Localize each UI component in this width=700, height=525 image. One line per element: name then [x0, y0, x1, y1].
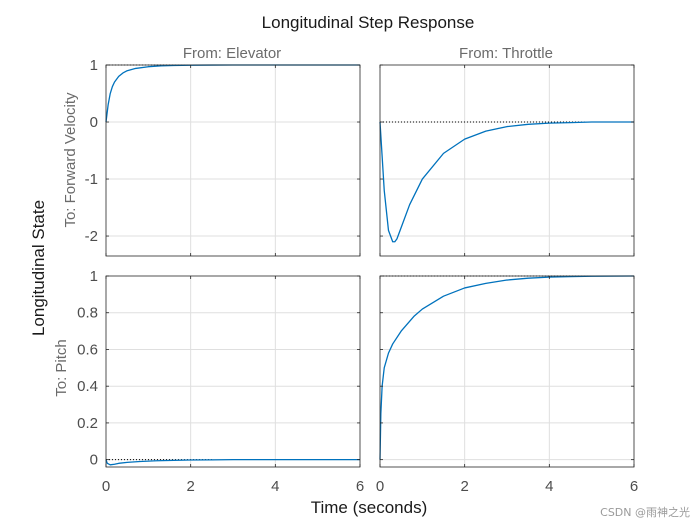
y-tick-label: -2	[85, 228, 98, 245]
watermark: CSDN @雨神之光	[600, 505, 690, 519]
y-tick-label: 0.4	[77, 378, 98, 395]
subplot-panel-2: 0 2 4 6 1 0.8 0.6 0.4 0.2 0	[77, 268, 364, 495]
x-tick-label: 2	[460, 478, 468, 495]
x-tick-label: 0	[376, 478, 384, 495]
x-tick-label: 6	[630, 478, 638, 495]
chart-title: Longitudinal Step Response	[262, 13, 475, 32]
y-tick-label: 0.8	[77, 305, 98, 322]
panel-background	[106, 276, 360, 467]
response-curve	[379, 121, 634, 243]
subplot-grid: 10-1-20 2 4 610.80.60.40.200 2 4 6	[77, 57, 638, 495]
panel-background	[380, 65, 634, 256]
panel-frame	[105, 275, 361, 468]
y-tick-label: 1	[90, 268, 98, 285]
subplot-panel-1	[379, 64, 635, 257]
subplot-panel-3: 0 2 4 6	[376, 275, 638, 495]
x-tick-label: 0	[102, 478, 110, 495]
x-axis-label: Time (seconds)	[311, 498, 428, 517]
y-tick-label: 1	[90, 57, 98, 74]
column-title-throttle: From: Throttle	[459, 45, 553, 62]
panel-frame	[379, 275, 635, 468]
y-tick-label: 0.6	[77, 341, 98, 358]
x-tick-label: 4	[271, 478, 279, 495]
panel-background	[380, 276, 634, 467]
x-tick-label: 4	[545, 478, 553, 495]
response-curve	[379, 275, 635, 460]
panel-frame	[379, 64, 635, 257]
subplot-panel-0: 1 0 -1 -2	[85, 57, 361, 257]
y-tick-label: 0.2	[77, 415, 98, 432]
response-curve	[105, 459, 360, 466]
x-tick-label: 6	[356, 478, 364, 495]
panel-background	[106, 65, 360, 256]
panel-frame	[105, 64, 361, 257]
y-tick-label: 0	[90, 114, 98, 131]
x-tick-label: 2	[186, 478, 194, 495]
y-tick-label: -1	[85, 171, 98, 188]
y-axis-label: Longitudinal State	[29, 200, 48, 336]
y-tick-label: 0	[90, 452, 98, 469]
row-title-forward-velocity: To: Forward Velocity	[62, 92, 79, 228]
row-title-pitch: To: Pitch	[53, 339, 70, 397]
column-title-elevator: From: Elevator	[183, 45, 281, 62]
